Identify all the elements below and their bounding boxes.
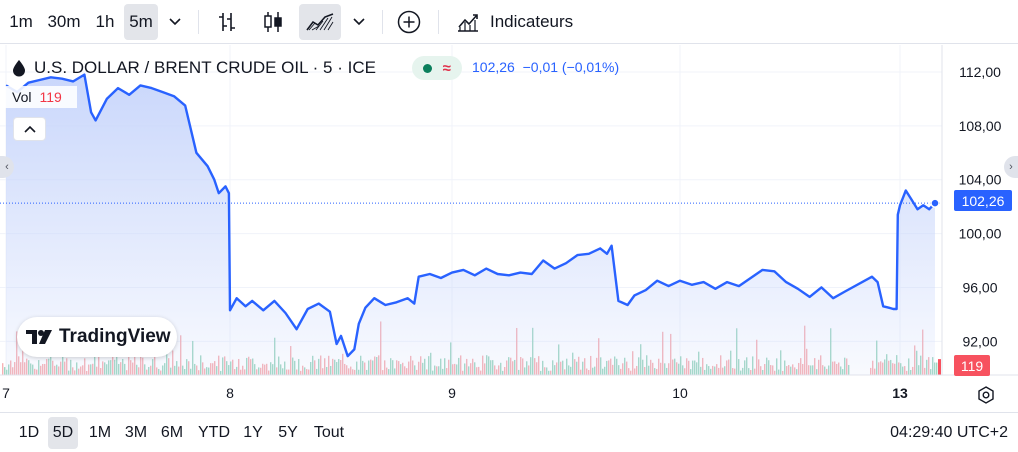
market-open-dot-icon — [423, 63, 433, 73]
area-icon — [306, 13, 334, 31]
volume-bar — [4, 367, 6, 375]
y-tick-label: 108,00 — [959, 118, 1002, 134]
range-3m-button[interactable]: 3M — [124, 424, 148, 441]
price-line-series — [5, 73, 936, 358]
compare-symbol-button[interactable] — [392, 4, 426, 40]
last-volume-tag: 119 — [954, 355, 990, 376]
tradingview-watermark[interactable]: TradingView — [17, 317, 177, 357]
toolbar-separator — [198, 10, 199, 34]
bars-chart-button[interactable] — [210, 4, 244, 40]
volume-legend[interactable]: Vol 119 — [4, 86, 77, 108]
y-tick-label: 112,00 — [959, 64, 1001, 80]
candles-icon — [264, 12, 282, 32]
chevron-up-icon — [23, 125, 36, 133]
drop-icon — [13, 60, 25, 77]
range-1m-button[interactable]: 1M — [88, 424, 112, 441]
top-toolbar: 1m 30m 1h 5m Indicateurs — [0, 0, 1018, 44]
timezone-clock[interactable]: 04:29:40 UTC+2 — [890, 424, 1008, 441]
watermark-text: TradingView — [59, 326, 171, 347]
bars-icon — [219, 13, 235, 31]
interval-1m-button[interactable]: 1m — [9, 12, 33, 31]
volume-bar — [2, 363, 4, 375]
interval-1h-button[interactable]: 1h — [95, 12, 115, 31]
interval-30m-button[interactable]: 30m — [47, 12, 81, 31]
collapse-legend-button[interactable] — [13, 117, 46, 141]
legend-price-values: 102,26 −0,01 (−0,01%) — [472, 59, 619, 75]
interval-dropdown-button[interactable] — [162, 4, 188, 40]
settings-icon — [978, 386, 994, 404]
price-change-value: −0,01 (−0,01%) — [522, 59, 620, 75]
toolbar-separator — [438, 10, 439, 34]
interval-5m-button[interactable]: 5m — [124, 4, 158, 40]
delayed-data-icon: ≈ — [442, 59, 451, 77]
last-volume-bar — [938, 359, 941, 375]
market-status-badge[interactable]: ≈ — [412, 56, 462, 80]
chevron-down-icon — [353, 18, 365, 26]
chevron-down-icon — [169, 18, 181, 26]
range-5d-button[interactable]: 5D — [48, 417, 78, 449]
price-chart[interactable]: 92,00 96,00 100,00 104,00 108,00 112,00 7 8 9 10… — [0, 45, 1018, 411]
scroll-right-button[interactable]: › — [1004, 156, 1018, 178]
range-5y-button[interactable]: 5Y — [278, 424, 298, 441]
range-all-button[interactable]: Tout — [313, 424, 345, 441]
chevron-left-icon: ‹ — [5, 161, 9, 173]
last-price-dot — [930, 198, 940, 208]
indicators-button[interactable]: Indicateurs — [452, 4, 584, 40]
range-1d-button[interactable]: 1D — [18, 424, 40, 441]
x-tick-label: 10 — [672, 385, 688, 401]
volume-label: Vol — [12, 89, 32, 105]
toolbar-separator — [382, 10, 383, 34]
x-tick-label: 7 — [2, 385, 10, 401]
y-tick-label: 104,00 — [959, 172, 1002, 188]
y-tick-label: 96,00 — [962, 279, 997, 295]
y-tick-label: 100,00 — [959, 226, 1002, 242]
chart-type-dropdown-button[interactable] — [346, 4, 372, 40]
candles-chart-button[interactable] — [256, 4, 290, 40]
chevron-right-icon: › — [1009, 161, 1013, 173]
x-tick-label: 9 — [448, 385, 456, 401]
tradingview-logo-icon — [26, 330, 52, 344]
range-bar: 1D 5D 1M 3M 6M YTD 1Y 5Y Tout 04:29:40 U… — [0, 412, 1018, 452]
scroll-left-button[interactable]: ‹ — [0, 156, 14, 178]
range-ytd-button[interactable]: YTD — [198, 424, 230, 441]
y-tick-label: 92,00 — [962, 333, 997, 349]
symbol-legend[interactable]: U.S. DOLLAR / BRENT CRUDE OIL · 5 · ICE — [10, 56, 376, 80]
indicators-label: Indicateurs — [490, 12, 574, 31]
volume-value: 119 — [39, 89, 62, 105]
range-1y-button[interactable]: 1Y — [243, 424, 263, 441]
area-chart-button[interactable] — [299, 4, 341, 40]
volume-bar — [936, 362, 938, 375]
x-tick-label: 8 — [226, 385, 234, 401]
chart-settings-button[interactable] — [976, 385, 996, 405]
symbol-title: U.S. DOLLAR / BRENT CRUDE OIL · 5 · ICE — [34, 58, 376, 77]
plus-circle-icon — [397, 10, 421, 34]
last-price-tag: 102,26 — [954, 190, 1012, 211]
x-tick-label: 13 — [892, 385, 908, 401]
range-6m-button[interactable]: 6M — [160, 424, 184, 441]
indicators-icon — [458, 14, 478, 32]
last-price-value: 102,26 — [472, 59, 515, 75]
